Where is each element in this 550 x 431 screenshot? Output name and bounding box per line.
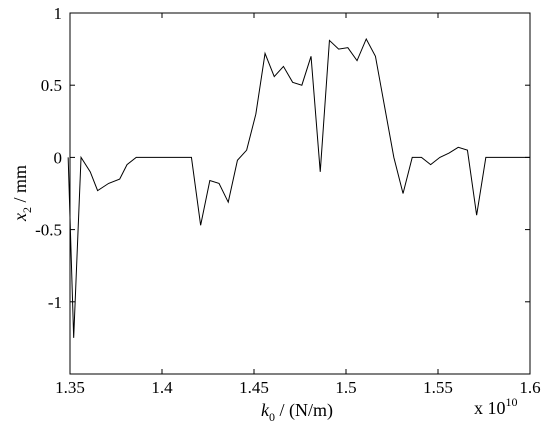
y-axis-label: x2 / mm — [10, 165, 34, 222]
y-tick-label: 0 — [54, 148, 63, 167]
x-axis-subscript: 0 — [269, 410, 275, 424]
tick-labels: 1.35 1.4 1.45 1.5 1.55 1.6 -1 -0.5 0 0.5 1 — [35, 4, 541, 397]
plot-area — [69, 12, 531, 375]
x-multiplier-base: x 10 — [474, 398, 506, 418]
x-axis-unit: / (N/m) — [275, 400, 333, 421]
y-tick-label: -1 — [48, 293, 62, 312]
ticks — [69, 12, 531, 375]
x-axis-symbol: k — [261, 400, 270, 420]
y-axis-unit: / mm — [10, 165, 30, 207]
x-axis-label: k0 / (N/m) — [261, 400, 333, 424]
x-tick-label: 1.4 — [151, 378, 173, 397]
y-tick-label: 1 — [54, 4, 63, 23]
x-tick-label: 1.5 — [335, 378, 356, 397]
y-axis-symbol: x — [10, 213, 30, 222]
y-tick-label: -0.5 — [35, 221, 62, 240]
x-tick-label: 1.35 — [55, 378, 85, 397]
x-tick-label: 1.6 — [519, 378, 540, 397]
series-line — [67, 37, 530, 338]
y-axis-subscript: 2 — [20, 207, 34, 213]
x-tick-label: 1.55 — [423, 378, 453, 397]
x-multiplier-exp: 10 — [506, 395, 518, 409]
x-multiplier-label: x 1010 — [474, 395, 518, 418]
y-tick-label: 0.5 — [41, 76, 62, 95]
x-tick-label: 1.45 — [239, 378, 269, 397]
